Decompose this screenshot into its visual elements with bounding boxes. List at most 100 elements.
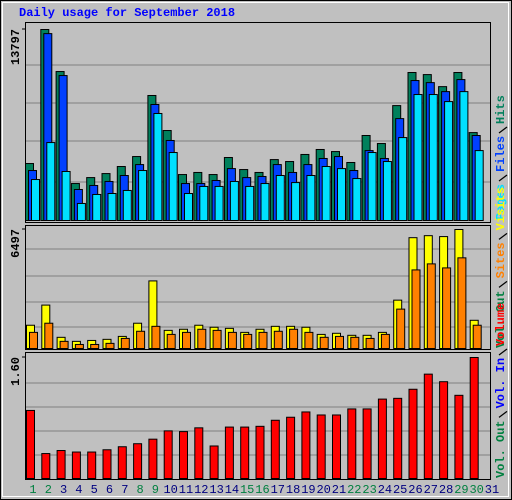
bar [71,451,81,479]
bar [182,331,191,350]
bar [90,343,100,350]
panel-frames [25,22,491,480]
bar [117,446,127,479]
bar [319,336,329,349]
x-tick-label: 31 [485,483,499,497]
bar [408,388,418,480]
bar [26,409,35,479]
bar [286,416,296,479]
bar [240,426,250,480]
y-tick-label: 13797 [9,29,23,65]
bar [350,336,360,349]
bar [168,152,178,222]
x-tick-label: 30 [469,483,483,497]
legend-entry: Sites [494,242,508,278]
x-tick-label: 29 [454,483,468,497]
bar [138,170,148,221]
bar [46,142,56,221]
bar [166,333,176,350]
bar [347,408,357,479]
bar [209,445,219,480]
bar [367,152,377,222]
bar [194,427,204,479]
x-tick-label: 22 [347,483,361,497]
bar [332,414,341,480]
bar [304,331,314,350]
x-tick-label: 19 [301,483,315,497]
bar [352,178,362,221]
bar [153,112,163,221]
x-tick-label: 6 [106,483,113,497]
bar [184,193,193,222]
bar [365,337,375,349]
bar [382,161,392,221]
x-tick-label: 24 [378,483,392,497]
bar [306,175,316,221]
x-tick-label: 11 [179,483,193,497]
bar [224,426,234,480]
bar [474,150,484,221]
y-tick-label: 1.60 [9,357,23,386]
bar [227,331,237,350]
x-tick-label: 14 [225,483,239,497]
legend-entry: Volume [494,303,508,346]
y-tick-label: 6497 [9,229,23,258]
x-tick-label: 7 [121,483,128,497]
bar [136,330,146,350]
panel-frame [25,225,491,350]
bar [301,411,311,480]
bar [243,333,253,350]
bar [41,453,51,480]
bar [362,408,372,479]
bar [122,189,132,221]
bar [377,398,387,479]
bar [245,185,255,221]
legend-entry: Pages [494,184,508,220]
x-tick-label: 1 [29,483,36,497]
bar [469,357,479,479]
x-tick-label: 13 [209,483,223,497]
bar [380,333,390,350]
legend-entry: Vol. Out [494,290,508,348]
bar [163,430,173,480]
bar [393,397,403,479]
x-tick-label: 9 [152,483,159,497]
bar [107,193,117,222]
legend-entry: Files [494,136,508,172]
x-tick-label: 26 [408,483,422,497]
x-tick-label: 16 [255,483,269,497]
bar [31,179,40,222]
bar [151,325,161,349]
bar [273,330,283,350]
legend-entry: Vol. Out [494,420,508,478]
bar [56,450,66,479]
bar [423,373,433,480]
bar [396,308,406,350]
bar [457,257,467,350]
legend-separator [498,126,508,134]
x-tick-label: 15 [240,483,254,497]
bar [214,185,224,221]
bar [260,183,270,221]
bar [454,394,464,479]
bar [439,381,449,480]
bar [459,91,469,222]
legend-entry: Visits [494,187,508,230]
bar [275,175,285,221]
bar [29,331,38,350]
bar [289,328,299,349]
bar [102,449,112,480]
x-tick-label: 4 [75,483,82,497]
x-tick-label: 21 [332,483,346,497]
x-tick-label: 8 [136,483,143,497]
bar [428,94,438,221]
bar [270,419,280,479]
bar [61,170,71,222]
bar [92,193,102,221]
panel-frame [25,352,491,480]
bar [337,168,346,222]
legend-separator [498,280,508,288]
legend-separator [498,410,508,418]
x-tick-label: 25 [393,483,407,497]
x-tick-label: 10 [163,483,177,497]
